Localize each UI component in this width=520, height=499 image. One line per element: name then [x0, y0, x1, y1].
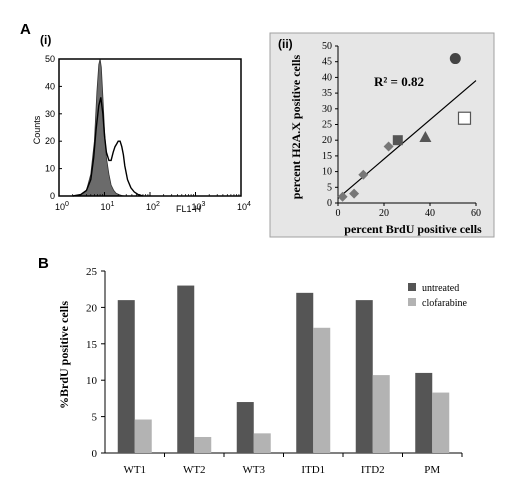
- bar-clofarabine: [432, 392, 450, 453]
- histogram-series-group: [72, 58, 144, 197]
- bar-y-axis-label: %BrdU positive cells: [57, 301, 71, 409]
- bar-clofarabine: [372, 375, 390, 453]
- bar-y-tick-label: 25: [86, 266, 98, 278]
- scatter-trendline: [337, 80, 477, 199]
- legend-swatch: [408, 298, 416, 306]
- histogram-x-tick-label: 102: [146, 201, 160, 212]
- histogram-y-tick-label: 10: [45, 164, 55, 174]
- scatter-r-squared-annotation: R² = 0.82: [374, 74, 424, 89]
- bar-untreated: [355, 300, 373, 453]
- scatter-panel-label: (ii): [278, 37, 293, 51]
- scatter-x-axis-label: percent BrdU positive cells: [344, 222, 482, 236]
- bar-panel: %BrdU positive cells 0 5 10 15 20 25 WT1 WT2 WT3…: [57, 266, 468, 476]
- scatter-point-triangle: [419, 131, 432, 143]
- histogram-x-tick-label: 104: [237, 201, 251, 212]
- scatter-y-tick-label: 15: [322, 151, 332, 162]
- histogram-x-tick-label: 103: [192, 201, 206, 212]
- bar-category-label: WT1: [123, 464, 146, 476]
- histogram-y-axis-label: Counts: [32, 115, 42, 144]
- bar-category-label: WT3: [242, 464, 265, 476]
- bar-category-label: WT2: [183, 464, 206, 476]
- scatter-x-tick-label: 60: [471, 208, 481, 219]
- bar-plot-group: 0 5 10 15 20 25 WT1 WT2 WT3 ITD1 ITD2 PM: [86, 266, 463, 476]
- figure-label-a: A: [20, 21, 31, 38]
- histogram-y-tick-label: 0: [50, 191, 55, 201]
- bar-untreated: [236, 402, 254, 453]
- bar-category-label: ITD1: [301, 464, 325, 476]
- scatter-panel-background: [269, 32, 495, 238]
- scatter-panel: (ii) R² = 0.82 percent BrdU positive cel…: [269, 32, 495, 238]
- scatter-y-tick-label: 45: [322, 57, 332, 68]
- histogram-y-tick-label: 50: [45, 54, 55, 64]
- scatter-y-tick-label: 10: [322, 167, 332, 178]
- scatter-point-circle: [449, 53, 461, 65]
- legend-label: clofarabine: [422, 298, 468, 309]
- bar-clofarabine: [194, 436, 212, 453]
- histogram-y-tick-label: 40: [45, 81, 55, 91]
- scatter-x-tick-label: 40: [425, 208, 435, 219]
- scatter-x-tick-label: 0: [336, 208, 341, 219]
- bar-clofarabine: [253, 433, 271, 453]
- histogram-x-axis-label: FL1-H: [176, 204, 201, 214]
- scatter-plot-group: 0 5 10 15 20 25 30 35 40 45 50 0 20 40 60: [322, 41, 481, 219]
- histogram-outline-series: [72, 97, 144, 197]
- bar-y-tick-label: 5: [92, 412, 98, 424]
- scatter-y-tick-label: 50: [322, 41, 332, 52]
- bar-untreated: [117, 300, 135, 453]
- scatter-y-tick-label: 40: [322, 72, 332, 83]
- bar-y-tick-label: 0: [92, 448, 98, 460]
- bar-y-tick-label: 20: [86, 302, 98, 314]
- scatter-y-axis-label: percent H2A.X positive cells: [289, 54, 303, 199]
- bar-clofarabine: [134, 419, 152, 453]
- bar-clofarabine: [313, 327, 331, 453]
- bar-legend: untreated clofarabine: [408, 283, 468, 309]
- scatter-point-diamond: [337, 191, 348, 202]
- histogram-axes: 0 10 20 30 40 50 100 101 102 103 104: [45, 54, 251, 212]
- scatter-point-square: [392, 135, 403, 146]
- histogram-panel-label: (i): [40, 33, 51, 47]
- histogram-y-tick-label: 20: [45, 136, 55, 146]
- bar-y-tick-label: 10: [86, 375, 98, 387]
- bar-untreated: [296, 292, 314, 453]
- scatter-y-tick-label: 35: [322, 88, 332, 99]
- bar-category-label: PM: [424, 464, 440, 476]
- legend-swatch: [408, 283, 416, 291]
- scatter-point-diamond: [383, 141, 394, 152]
- scatter-y-tick-label: 5: [327, 182, 332, 193]
- histogram-frame: [58, 58, 242, 197]
- scatter-y-tick-label: 30: [322, 104, 332, 115]
- scatter-point-diamond: [349, 188, 360, 199]
- legend-label: untreated: [422, 283, 459, 294]
- scatter-y-tick-label: 25: [322, 120, 332, 131]
- scatter-point-open-square: [457, 111, 472, 125]
- histogram-filled-series: [72, 58, 125, 197]
- bar-category-label: ITD2: [361, 464, 385, 476]
- scatter-x-tick-label: 20: [379, 208, 389, 219]
- bar-untreated: [415, 372, 433, 453]
- histogram-y-tick-label: 30: [45, 109, 55, 119]
- scatter-y-tick-label: 20: [322, 135, 332, 146]
- figure-label-b: B: [38, 255, 49, 272]
- bar-y-tick-label: 15: [86, 339, 98, 351]
- scatter-y-tick-label: 0: [327, 198, 332, 209]
- scatter-point-diamond: [358, 169, 369, 180]
- bar-untreated: [177, 285, 195, 453]
- histogram-x-tick-label: 100: [55, 201, 69, 212]
- histogram-x-tick-label: 101: [101, 201, 115, 212]
- histogram-panel: (i) FL1-H Counts 0 10 20 30 40 50 100 101 102 103…: [32, 33, 251, 214]
